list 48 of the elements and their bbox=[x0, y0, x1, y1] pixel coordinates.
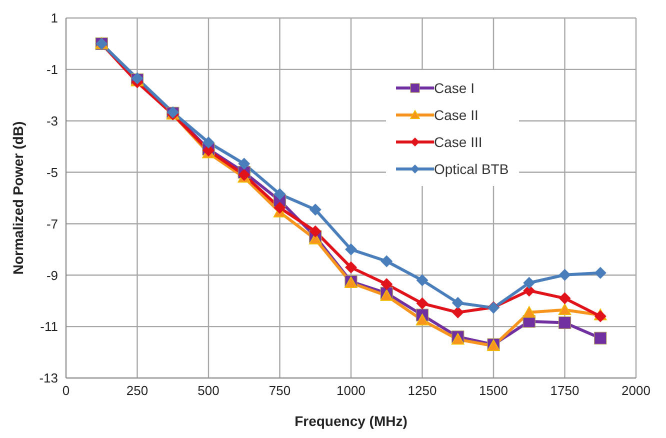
point bbox=[274, 188, 286, 200]
y-tick-label: -5 bbox=[46, 164, 58, 180]
legend-label: Case I bbox=[434, 80, 474, 96]
point bbox=[594, 332, 607, 344]
point bbox=[451, 333, 464, 345]
y-tick-label: -3 bbox=[46, 113, 58, 128]
point bbox=[416, 314, 429, 326]
x-tick-label: 1750 bbox=[550, 383, 580, 398]
point bbox=[202, 136, 214, 148]
x-tick-label: 1500 bbox=[479, 383, 508, 398]
x-tick-label: 1250 bbox=[408, 383, 437, 398]
legend-label: Optical BTB bbox=[434, 160, 509, 176]
point bbox=[522, 306, 536, 318]
x-tick-label: 2000 bbox=[622, 383, 650, 398]
y-axis-title: Normalized Power (dB) bbox=[10, 121, 26, 275]
y-tick-label: -11 bbox=[40, 319, 58, 334]
y-tick-label: 1 bbox=[50, 10, 58, 26]
legend-label: Case III bbox=[434, 134, 482, 150]
point bbox=[238, 158, 250, 170]
point bbox=[558, 303, 572, 316]
point bbox=[309, 204, 322, 216]
point bbox=[380, 255, 393, 268]
point bbox=[416, 297, 428, 310]
legend-label: Case II bbox=[434, 106, 478, 122]
point bbox=[558, 268, 571, 281]
point bbox=[558, 316, 572, 330]
y-tick-label: -13 bbox=[39, 370, 58, 386]
point bbox=[558, 292, 571, 304]
y-tick-label: -7 bbox=[46, 216, 58, 232]
x-tick-label: 500 bbox=[198, 383, 220, 398]
point bbox=[345, 243, 357, 256]
point bbox=[380, 289, 394, 301]
point bbox=[452, 296, 464, 309]
point bbox=[452, 306, 464, 318]
point bbox=[416, 274, 428, 286]
x-tick-label: 0 bbox=[62, 383, 70, 398]
point bbox=[274, 202, 286, 214]
x-tick-label: 750 bbox=[268, 383, 291, 398]
y-tick-label: -1 bbox=[46, 62, 58, 78]
x-tick-label: 1000 bbox=[336, 383, 366, 398]
point bbox=[345, 261, 357, 274]
y-tick-label: -9 bbox=[46, 268, 58, 283]
x-axis-title: Frequency (MHz) bbox=[294, 413, 408, 429]
x-tick-label: 250 bbox=[126, 383, 148, 398]
point bbox=[594, 266, 606, 279]
point bbox=[309, 225, 322, 238]
point bbox=[380, 278, 393, 290]
point bbox=[523, 276, 536, 289]
